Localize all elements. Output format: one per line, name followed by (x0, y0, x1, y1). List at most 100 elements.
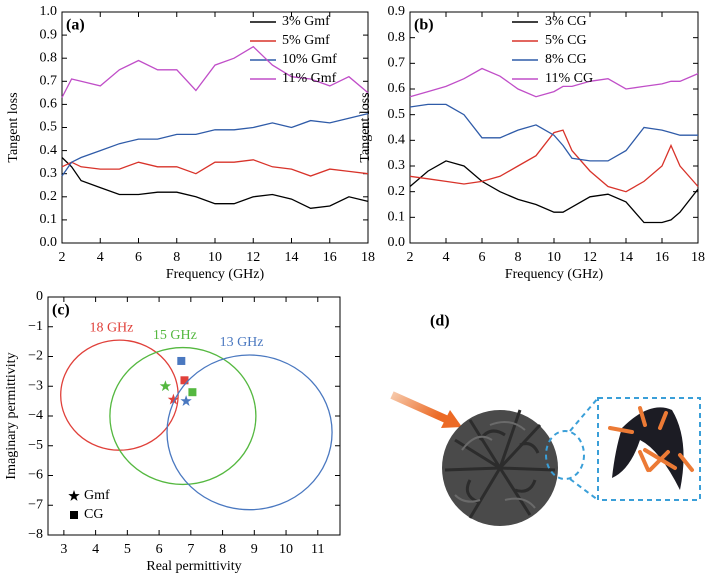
y-tick-label: 0 (36, 289, 43, 304)
y-tick-label: −3 (28, 378, 43, 393)
legend-label: 11% Gmf (282, 71, 337, 86)
x-tick-label: 6 (135, 250, 142, 265)
arrow (390, 391, 450, 424)
zoom-line (569, 478, 599, 501)
x-tick-label: 8 (219, 542, 226, 557)
y-tick-label: 0.1 (388, 210, 406, 225)
petals (444, 409, 556, 519)
x-tick-label: 6 (156, 542, 163, 557)
line (409, 160, 699, 224)
x-tick-label: 18 (691, 250, 705, 265)
y-tick-label: −4 (28, 408, 43, 423)
line (409, 103, 698, 162)
y-tick-label: −6 (28, 468, 43, 483)
y-tick-label: 0.7 (388, 56, 406, 71)
cole-cole-circle (109, 346, 257, 486)
y-tick-label: 0.4 (40, 143, 58, 158)
line (61, 159, 369, 177)
legend-label: 8% CG (545, 52, 587, 67)
x-tick-label: 16 (655, 250, 669, 265)
panel-label: (d) (430, 313, 450, 330)
x-tick-label: 8 (515, 250, 522, 265)
cg-point (188, 388, 197, 397)
arrow-head (441, 410, 462, 428)
x-tick-label: 6 (479, 250, 486, 265)
x-tick-label: 10 (208, 250, 222, 265)
legend-label: 11% CG (545, 71, 593, 86)
x-tick-label: 14 (285, 250, 299, 265)
panel-label: (c) (52, 302, 70, 319)
x-tick-label: 7 (187, 542, 194, 557)
x-tick-label: 9 (251, 542, 258, 557)
panel-d-illustration (390, 391, 701, 526)
petal-highlights (454, 420, 536, 509)
x-axis-label: Real permittivity (146, 559, 241, 574)
line (61, 45, 369, 98)
x-tick-label: 4 (92, 542, 99, 557)
tubes (608, 406, 694, 472)
legend-swatch (68, 490, 80, 501)
gmf-point (180, 395, 192, 406)
y-tick-label: −8 (28, 527, 43, 542)
zoom-line (569, 397, 599, 432)
y-tick-label: −1 (28, 319, 43, 334)
y-tick-label: 0.3 (40, 166, 58, 181)
gmf-point (167, 393, 180, 405)
y-tick-label: 0.8 (40, 50, 58, 65)
x-tick-label: 8 (173, 250, 180, 265)
x-tick-label: 10 (547, 250, 561, 265)
y-axis-label: Tangent loss (358, 92, 373, 162)
x-tick-label: 12 (583, 250, 597, 265)
legend-label: 3% CG (545, 14, 587, 29)
x-tick-label: 18 (361, 250, 375, 265)
y-tick-label: −7 (28, 497, 43, 512)
line (409, 129, 699, 193)
x-tick-label: 4 (443, 250, 450, 265)
line (61, 112, 369, 177)
x-tick-label: 5 (124, 542, 131, 557)
legend-label: 3% Gmf (282, 14, 330, 29)
gmf-point (159, 380, 172, 392)
y-tick-label: 0.0 (388, 235, 406, 250)
legend-label: CG (84, 507, 103, 522)
legend-label: Gmf (84, 488, 110, 503)
y-tick-label: 0.3 (388, 158, 406, 173)
x-tick-label: 16 (323, 250, 337, 265)
x-axis-label: Frequency (GHz) (505, 267, 604, 282)
legend-swatch (70, 511, 78, 519)
y-tick-label: 0.1 (40, 212, 58, 227)
y-tick-label: 0.8 (388, 30, 406, 45)
cg-point (180, 376, 189, 385)
y-tick-label: −2 (28, 349, 43, 364)
cg-point (177, 356, 186, 365)
x-axis-label: Frequency (GHz) (166, 267, 265, 282)
y-tick-label: 1.0 (40, 4, 58, 19)
y-tick-label: 0.5 (40, 120, 58, 135)
circle-label: 18 GHz (89, 320, 133, 335)
y-tick-label: 0.9 (40, 27, 58, 42)
cole-cole-circle (166, 354, 333, 511)
x-tick-label: 11 (311, 542, 324, 557)
y-tick-label: 0.6 (388, 81, 406, 96)
panel-label: (a) (66, 17, 85, 34)
y-tick-label: −5 (28, 438, 43, 453)
y-tick-label: 0.9 (388, 4, 406, 19)
x-tick-label: 4 (97, 250, 104, 265)
zoom-circle (545, 430, 585, 480)
x-tick-label: 3 (60, 542, 67, 557)
x-tick-label: 14 (619, 250, 633, 265)
legend-label: 5% CG (545, 33, 587, 48)
x-tick-label: 2 (407, 250, 414, 265)
y-tick-label: 0.7 (40, 74, 58, 89)
y-tick-label: 0.5 (388, 107, 406, 122)
cole-cole-circle (60, 339, 179, 451)
legend-label: 10% Gmf (282, 52, 337, 67)
x-tick-label: 10 (279, 542, 293, 557)
line (409, 67, 699, 98)
x-tick-label: 12 (246, 250, 260, 265)
panel-label: (b) (414, 17, 434, 34)
circle-label: 15 GHz (153, 328, 197, 343)
y-tick-label: 0.2 (388, 184, 406, 199)
y-tick-label: 0.0 (40, 235, 58, 250)
